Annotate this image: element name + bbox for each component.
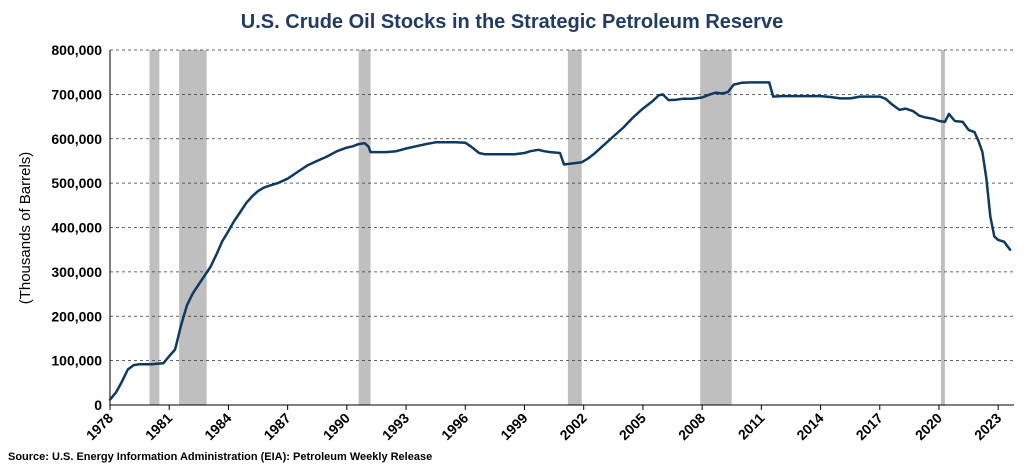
axes [109,50,1014,410]
series-layer [108,81,1012,401]
x-tick-label: 1981 [142,410,175,443]
y-tick-label: 400,000 [51,220,102,236]
x-tick-label: 2008 [675,410,708,443]
source-note: Source: U.S. Energy Information Administ… [8,451,432,463]
y-tick-label: 0 [94,397,102,413]
x-tick-label: 1990 [320,410,353,443]
y-axis-label: (Thousands of Barrels) [17,152,34,305]
y-tick-label: 700,000 [51,86,102,102]
x-tick-label: 2002 [556,410,589,443]
spr-stocks-line [108,81,1012,401]
y-tick-label: 300,000 [51,264,102,280]
x-tick-label: 1996 [438,410,471,443]
gridlines [110,49,1014,362]
x-tick-label: 1993 [379,410,412,443]
x-tick-label: 1978 [83,410,116,443]
x-tick-label: 2020 [912,410,945,443]
x-tick-labels: 1978 1981 1984 1987 1990 1993 1996 1999 2002 2005… [83,410,1005,443]
chart-title: U.S. Crude Oil Stocks in the Strategic P… [241,11,783,33]
x-tick-label: 1984 [201,410,234,443]
recession-band [940,50,945,405]
y-tick-label: 800,000 [51,42,102,58]
y-tick-label: 500,000 [51,175,102,191]
x-tick-label: 1999 [497,410,530,443]
x-tick-label: 1987 [260,410,293,443]
y-tick-label: 600,000 [51,131,102,147]
x-tick-label: 2014 [793,410,826,443]
x-tick-label: 2005 [616,410,649,443]
x-tick-label: 2023 [971,410,1004,443]
x-tick-label: 2011 [735,410,768,443]
y-tick-label: 200,000 [51,308,102,324]
x-tick-label: 2017 [853,410,886,443]
y-tick-label: 100,000 [51,353,102,369]
y-tick-labels: 0 100,000 200,000 300,000 400,000 500,000 600,… [51,42,102,413]
